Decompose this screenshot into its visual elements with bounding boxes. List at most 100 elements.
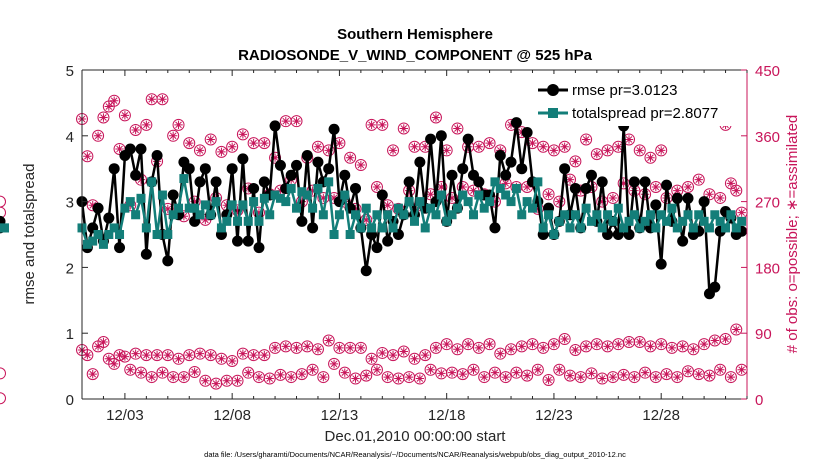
y-tick-label: 5 <box>66 63 74 80</box>
y-axis-right-label: # of obs: o=possible; ∗=assimilated <box>784 115 801 354</box>
rmse-point <box>248 182 260 194</box>
totalspread-point <box>442 216 452 226</box>
obs-marker <box>488 366 501 379</box>
rmse-point <box>489 222 501 234</box>
obs-assimilated-asterisk <box>158 95 167 104</box>
obs-possible-circle <box>574 371 587 384</box>
obs-assimilated-asterisk <box>673 186 682 195</box>
obs-possible-circle <box>542 373 555 386</box>
obs-possible-circle <box>344 151 357 164</box>
obs-marker <box>623 335 636 348</box>
obs-assimilated-asterisk <box>496 349 505 358</box>
obs-assimilated-asterisk <box>168 372 178 382</box>
obs-marker <box>134 366 147 379</box>
obs-marker <box>687 343 700 356</box>
y-tick-label: 4 <box>66 129 74 146</box>
obs-assimilated-asterisk <box>281 342 290 351</box>
obs-possible-circle <box>387 349 400 362</box>
obs-assimilated-asterisk <box>254 208 264 217</box>
obs-assimilated-asterisk <box>640 368 650 377</box>
obs-assimilated-asterisk <box>303 342 312 351</box>
obs-marker <box>564 369 577 382</box>
totalspread-point <box>651 223 661 233</box>
totalspread-point <box>485 197 495 207</box>
obs-marker <box>472 140 485 153</box>
obs-assimilated-asterisk <box>453 345 462 354</box>
obs-possible-circle <box>429 341 442 354</box>
obs-assimilated-asterisk <box>608 372 618 382</box>
obs-assimilated-asterisk <box>571 157 580 166</box>
obs-assimilated-asterisk <box>174 120 183 130</box>
obs-possible-circle <box>172 352 185 365</box>
rmse-point <box>323 163 335 175</box>
obs-marker <box>633 335 646 348</box>
obs-marker <box>140 349 153 362</box>
obs-possible-circle <box>328 357 341 370</box>
obs-marker <box>655 144 668 157</box>
rmse-point <box>199 163 211 175</box>
rmse-point <box>403 176 415 188</box>
totalspread-point <box>157 190 167 200</box>
totalspread-point <box>372 210 382 220</box>
obs-assimilated-asterisk <box>136 368 146 377</box>
totalspread-point <box>141 223 151 233</box>
obs-assimilated-asterisk <box>179 372 189 382</box>
obs-marker <box>290 341 303 354</box>
totalspread-point <box>608 216 618 226</box>
obs-assimilated-asterisk <box>715 365 725 374</box>
totalspread-point <box>0 223 9 233</box>
obs-marker <box>354 341 367 354</box>
obs-marker <box>542 188 555 201</box>
obs-assimilated-asterisk <box>378 348 387 358</box>
totalspread-point <box>120 203 130 213</box>
obs-assimilated-asterisk <box>598 374 607 383</box>
obs-possible-circle <box>322 334 335 347</box>
obs-assimilated-asterisk <box>367 120 376 130</box>
rmse-point <box>596 176 608 188</box>
rmse-point <box>92 202 104 214</box>
totalspread-point <box>125 197 135 207</box>
obs-possible-circle <box>140 118 153 131</box>
obs-marker <box>526 338 539 351</box>
totalspread-point <box>184 203 194 213</box>
obs-assimilated-asterisk <box>571 345 580 355</box>
obs-assimilated-asterisk <box>528 339 537 349</box>
obs-assimilated-asterisk <box>136 175 146 184</box>
obs-possible-circle <box>671 371 684 384</box>
obs-assimilated-asterisk <box>710 336 720 345</box>
obs-assimilated-asterisk <box>383 372 392 382</box>
obs-marker <box>606 371 619 384</box>
obs-marker <box>226 354 239 367</box>
obs-marker <box>569 344 582 357</box>
obs-marker <box>483 338 496 351</box>
obs-possible-circle <box>92 129 105 142</box>
rmse-point <box>312 156 324 168</box>
totalspread-point <box>667 203 677 213</box>
obs-assimilated-asterisk <box>506 345 516 354</box>
obs-assimilated-asterisk <box>270 343 280 353</box>
obs-assimilated-asterisk <box>233 376 242 385</box>
obs-marker <box>97 335 110 348</box>
totalspread-point <box>415 197 425 207</box>
obs-assimilated-asterisk <box>297 197 307 206</box>
obs-marker <box>429 341 442 354</box>
obs-possible-circle <box>585 367 598 380</box>
obs-marker <box>612 338 625 351</box>
obs-assimilated-asterisk <box>249 138 258 148</box>
x-tick-label: 12/13 <box>321 407 359 424</box>
obs-assimilated-asterisk <box>276 186 285 195</box>
obs-marker <box>156 93 169 106</box>
obs-assimilated-asterisk <box>276 370 285 380</box>
obs-marker <box>311 140 324 153</box>
obs-marker <box>365 352 378 365</box>
obs-assimilated-asterisk <box>93 342 103 351</box>
rmse-point <box>682 192 694 204</box>
obs-marker <box>526 137 539 150</box>
rmse-point <box>473 176 485 188</box>
obs-marker <box>97 111 110 124</box>
obs-marker <box>204 349 217 362</box>
obs-possible-circle <box>365 352 378 365</box>
obs-marker <box>236 347 249 360</box>
obs-assimilated-asterisk <box>480 372 489 382</box>
obs-marker <box>649 180 662 193</box>
